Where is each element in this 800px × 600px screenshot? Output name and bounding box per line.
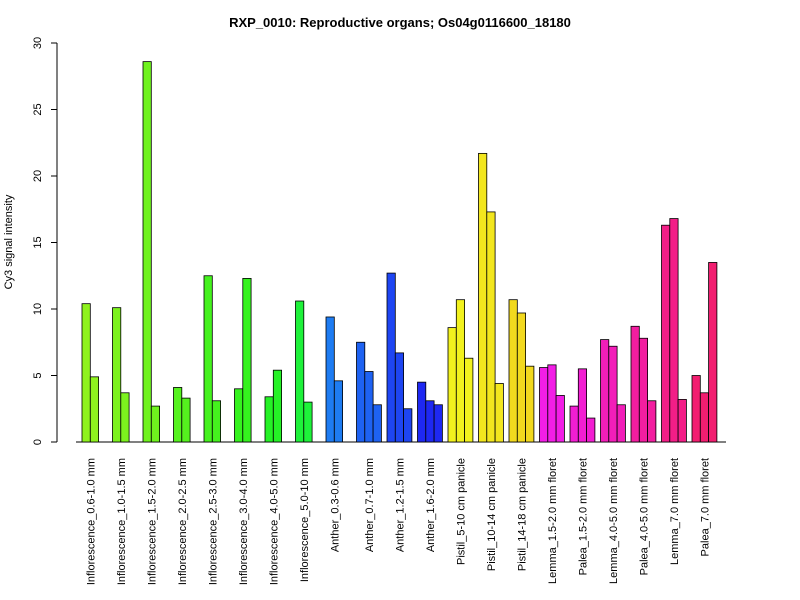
bar [81,303,91,443]
chart-title: RXP_0010: Reproductive organs; Os04g0116… [229,15,571,30]
bar [494,383,504,443]
bar [386,272,396,443]
bar [516,312,526,443]
x-tick-label: Lemma_7.0 mm floret [669,458,681,565]
x-tick-label: Palea_4.0-5.0 mm floret [638,458,650,575]
bar [547,364,557,443]
bar [112,307,122,443]
bar [181,397,191,443]
bar [600,339,610,443]
x-tick-label: Anther_1.2-1.5 mm [394,458,406,552]
bar [372,404,382,443]
bar [638,337,648,443]
bar [295,300,305,443]
bar [303,401,313,443]
bars-group [81,61,718,443]
bar [417,381,427,443]
bar [539,367,549,443]
bar [486,211,496,443]
x-tick-label: Pistil_10-14 cm panicle [486,458,498,571]
bar [272,369,282,443]
bar [333,380,343,443]
bar [264,396,274,443]
bar [394,352,404,443]
bar [447,327,457,443]
y-tick-label: 30 [32,37,44,49]
bar [669,218,679,443]
bar [173,387,183,443]
bar [577,368,587,443]
bar [478,152,488,443]
bar [569,405,579,443]
bar [525,365,535,443]
bar [586,417,596,443]
bar [630,325,640,443]
bar [364,371,374,443]
y-axis: 0 5 10 15 20 25 30 [32,37,58,445]
bar [647,400,657,443]
x-tick-label: Inflorescence_2.5-3.0 mm [207,458,219,585]
x-tick-label: Pistil_14-18 cm panicle [516,458,528,571]
y-tick-label: 25 [32,103,44,115]
bar [691,375,701,443]
bar [150,405,161,443]
x-tick-label: Inflorescence_1.5-2.0 mm [146,458,158,585]
y-axis-label: Cy3 signal intensity [3,194,15,289]
x-tick-label: Palea_1.5-2.0 mm floret [577,458,589,575]
x-tick-label: Pistil_5-10 cm panicle [455,458,467,565]
bar [242,278,252,443]
category-labels: Inflorescence_0.6-1.0 mm Inflorescence_1.… [85,458,711,585]
bar [699,392,709,443]
bar [677,399,687,443]
bar [508,299,518,443]
y-tick-label: 15 [32,236,44,248]
y-tick-label: 5 [32,372,44,378]
x-tick-label: Inflorescence_1.0-1.5 mm [116,458,128,585]
x-tick-label: Inflorescence_0.6-1.0 mm [85,458,97,585]
x-tick-label: Inflorescence_4.0-5.0 mm [268,458,280,585]
x-tick-label: Anther_0.7-1.0 mm [364,458,376,552]
bar [455,299,465,443]
bar [433,404,443,443]
bar [211,400,222,443]
bar [555,395,565,443]
y-tick-label: 10 [32,303,44,315]
x-tick-label: Inflorescence_2.0-2.5 mm [177,458,189,585]
x-tick-label: Lemma_1.5-2.0 mm floret [547,458,559,584]
bar [142,61,152,443]
bar [608,345,618,443]
x-tick-label: Anther_1.6-2.0 mm [425,458,437,552]
bar [616,404,626,443]
x-tick-label: Inflorescence_5.0-10 mm [299,458,311,582]
x-tick-label: Lemma_4.0-5.0 mm floret [608,458,620,584]
y-tick-label: 20 [32,170,44,182]
x-tick-label: Inflorescence_3.0-4.0 mm [238,458,250,585]
bar [234,388,244,443]
y-tick-label: 0 [32,439,44,445]
bar [708,262,718,443]
bar [425,400,435,443]
x-tick-label: Anther_0.3-0.6 mm [329,458,341,552]
bar [89,376,100,443]
bar [203,275,213,443]
x-tick-label: Palea_7.0 mm floret [699,458,711,556]
bar [120,392,130,443]
bar [356,341,366,443]
bar [325,316,335,443]
bar [464,357,474,443]
bar [661,224,671,443]
bar [403,408,413,443]
